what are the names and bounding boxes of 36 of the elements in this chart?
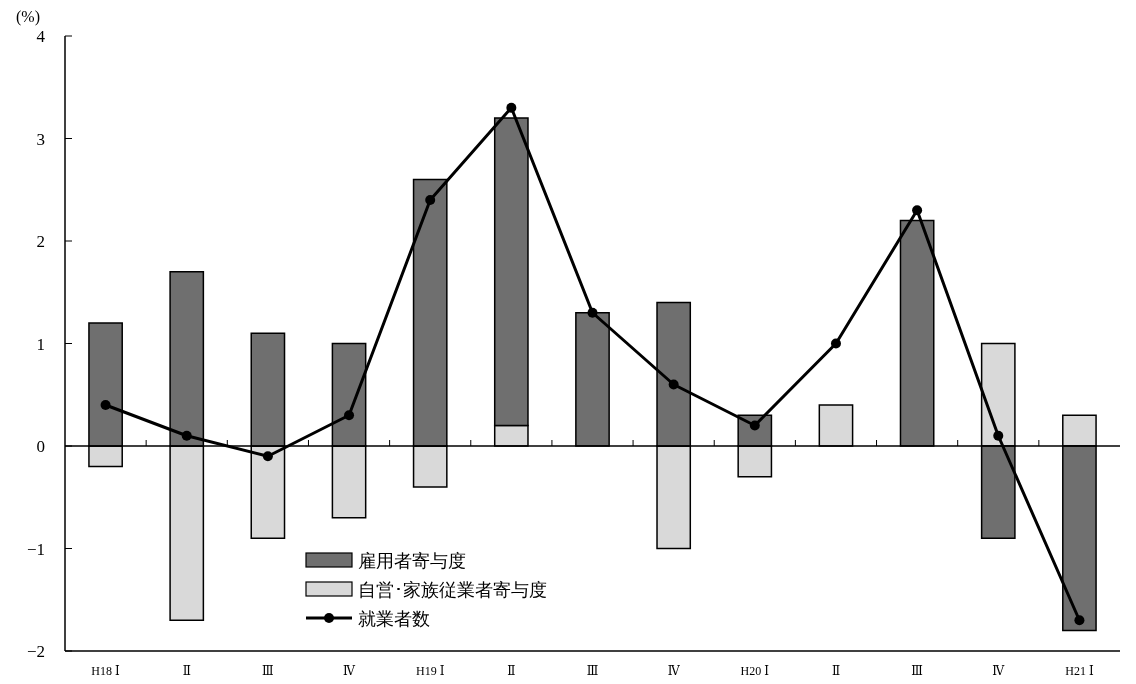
point — [912, 205, 923, 216]
y-tick-label: 3 — [36, 129, 45, 149]
x-tick-label: Ⅱ — [182, 664, 191, 678]
x-tick-label: H18 Ⅰ — [91, 664, 121, 678]
legend-label: 就業者数 — [358, 608, 430, 629]
point — [506, 102, 517, 113]
y-tick-label: 1 — [36, 334, 45, 354]
point — [100, 400, 111, 410]
y-axis-title: (%) — [16, 8, 40, 26]
y-tick-label: −2 — [26, 642, 45, 661]
y-tick-label: 0 — [36, 437, 45, 456]
x-tick-label: Ⅱ — [507, 664, 516, 678]
x-tick-label: H21 Ⅰ — [1065, 664, 1094, 678]
x-tick-label: Ⅲ — [262, 664, 274, 678]
x-tick-label: Ⅳ — [992, 664, 1006, 678]
legend-label: 自営･家族従業者寄与度 — [358, 579, 547, 600]
x-tick-label: Ⅲ — [911, 664, 923, 678]
point — [262, 451, 273, 462]
x-tick-label: H20 Ⅰ — [740, 664, 770, 678]
point — [830, 338, 841, 349]
point — [993, 430, 1004, 441]
x-tick-label: Ⅱ — [831, 664, 841, 678]
point — [181, 430, 192, 441]
x-tick-label: Ⅳ — [343, 664, 357, 678]
x-tick-label: H19 Ⅰ — [415, 664, 445, 678]
legend-label: 雇用者寄与度 — [358, 550, 466, 571]
y-tick-label: 4 — [36, 27, 46, 46]
x-tick-label: Ⅲ — [586, 664, 599, 678]
y-tick-label: 2 — [36, 232, 45, 251]
y-tick-label: −1 — [26, 539, 45, 559]
x-tick-label: Ⅳ — [667, 664, 681, 678]
point — [425, 195, 436, 205]
point — [587, 307, 598, 318]
point — [344, 410, 355, 421]
point — [1074, 615, 1085, 626]
point — [668, 379, 679, 390]
